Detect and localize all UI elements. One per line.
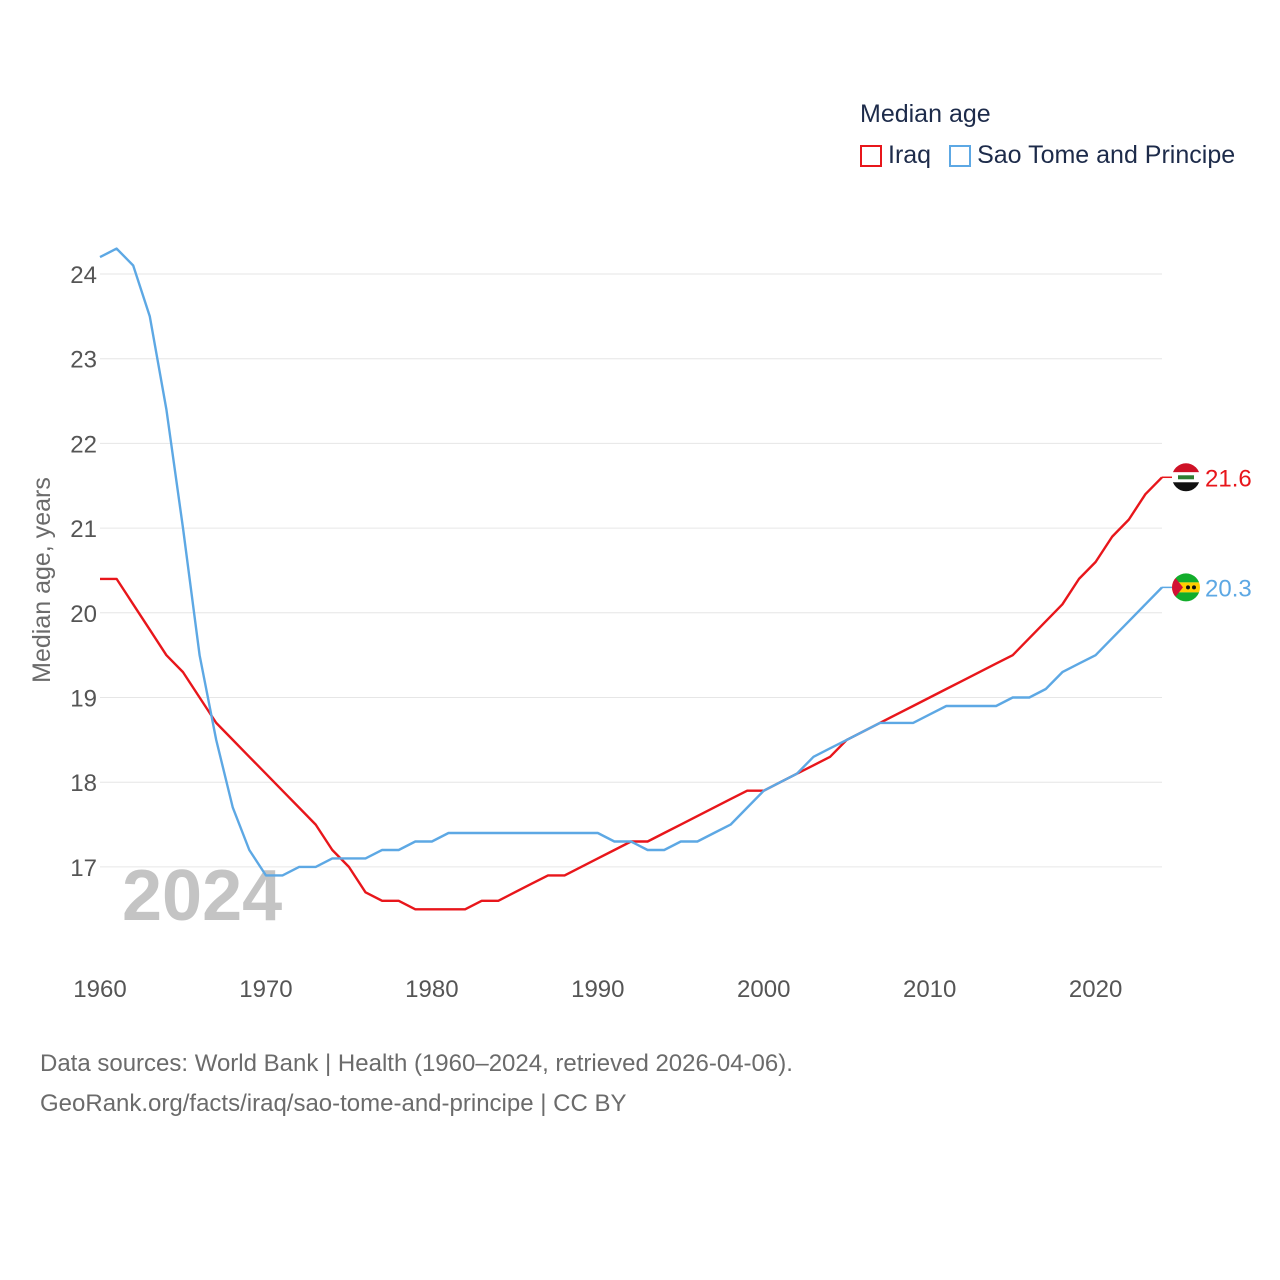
legend-label-iraq: Iraq [888,141,932,169]
series-line-1 [99,247,1163,877]
sao-tome-flag-icon [1172,573,1200,602]
x-tick-label-2020: 2020 [1069,976,1122,1003]
y-tick-label-20: 20 [70,601,97,628]
source-line-2[interactable]: GeoRank.org/facts/iraq/sao-tome-and-prin… [40,1090,627,1117]
legend-item-sao-tome[interactable]: Sao Tome and Principe [949,141,1235,170]
x-tick-label-2000: 2000 [737,976,790,1003]
source-note: Data sources: World Bank | Health (1960–… [40,1044,793,1124]
y-axis-ticks: 17 18 19 20 21 22 23 24 [70,262,97,882]
end-label-0: 21.6 [1205,465,1252,492]
grid-lines [100,273,1162,868]
x-tick-label-2010: 2010 [903,976,956,1003]
y-tick-label-19: 19 [70,686,97,713]
legend-swatch-sao-tome [949,144,972,167]
legend-title: Median age [860,100,991,128]
y-tick-label-24: 24 [70,262,97,289]
legend-label-sao-tome: Sao Tome and Principe [977,141,1236,169]
legend: Median age Iraq Sao Tome and Principe [860,100,1235,170]
x-tick-label-1980: 1980 [405,976,458,1003]
line-chart: 17 18 19 20 21 22 23 24 1960 1970 1980 1990 2000 201… [28,247,1252,1003]
x-tick-label-1960: 1960 [73,976,126,1003]
x-tick-label-1970: 1970 [239,976,292,1003]
y-axis-label: Median age, years [28,477,56,683]
y-tick-label-21: 21 [70,516,97,543]
y-tick-label-17: 17 [70,855,97,882]
series-lines [99,247,1163,911]
y-tick-label-18: 18 [70,770,97,797]
series-line-0 [100,476,1163,911]
legend-item-iraq[interactable]: Iraq [860,141,931,170]
y-tick-label-22: 22 [70,431,97,458]
source-line-1: Data sources: World Bank | Health (1960–… [40,1050,793,1077]
y-tick-label-23: 23 [70,347,97,374]
x-axis-ticks: 1960 1970 1980 1990 2000 2010 2020 [73,976,1122,1003]
iraq-flag-icon [1172,463,1200,492]
end-labels: 21.6 20.3 [1162,463,1252,602]
x-tick-label-1990: 1990 [571,976,624,1003]
end-label-1: 20.3 [1205,575,1252,602]
legend-swatch-iraq [860,144,882,167]
year-watermark: 2024 [122,856,282,936]
